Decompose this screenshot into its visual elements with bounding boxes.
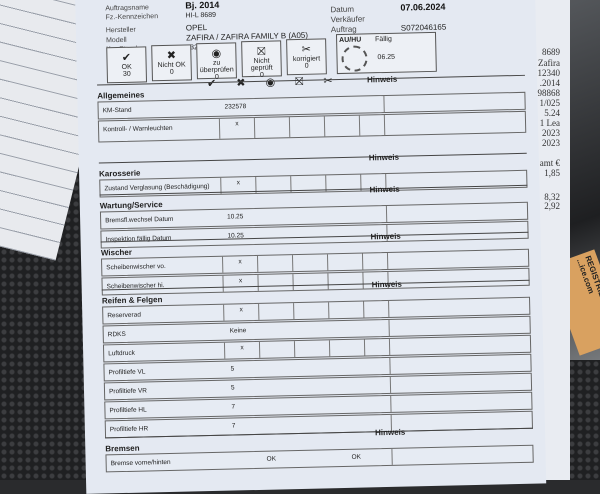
hinweis-heading: Hinweis (366, 74, 398, 85)
right-paper-text: 1,85 (544, 168, 560, 178)
summary-eye: ◉ zu überprüfen 0 (196, 42, 237, 81)
right-paper-text: 2023 (542, 128, 560, 138)
hu-badge-icon (341, 45, 368, 72)
header-right: Datum 07.06.2024 Verkäufer Auftrag S072046… (330, 1, 447, 35)
hinweis-heading: Hinweis (374, 427, 406, 438)
right-paper-text: 1/025 (539, 98, 560, 108)
row-value: OK (266, 455, 277, 463)
hinweis-heading: Hinweis (368, 152, 400, 163)
section-title: Reifen & Felgen (101, 295, 163, 306)
x-circle-icon: ✖ (236, 77, 246, 90)
hinweis-cell (391, 448, 393, 465)
datum-value: 07.06.2024 (400, 1, 446, 13)
row-value: Keine (229, 327, 247, 335)
hinweis-cell (388, 319, 390, 336)
right-paper-text: 8,32 (544, 192, 560, 202)
check-mark: x (223, 303, 259, 321)
right-paper-text: 8689 (542, 47, 560, 57)
right-paper-text: 5.24 (544, 108, 560, 118)
row-value: 7 (231, 422, 236, 430)
right-paper-text: 1 Lea (539, 118, 560, 128)
section-title: Karosserie (98, 168, 141, 179)
auftragsname-value: Bj. 2014 (185, 0, 220, 11)
summary-corrected: ✂ korrigiert 0 (286, 38, 327, 76)
check-mark: x (218, 117, 255, 139)
section-title: Wischer (100, 247, 133, 258)
au-hu-box: AU/HU Fällig 06.25 (335, 31, 437, 75)
row-value-2: OK (351, 453, 362, 461)
check-circle-icon: ✔ (121, 51, 132, 64)
eye-icon: ◉ (265, 76, 276, 89)
row-value: 232578 (224, 103, 247, 111)
hinweis-cell (389, 357, 391, 374)
inspection-form: Auftragsname Bj. 2014 Fz.-Kennzeichen HI-L… (75, 0, 547, 494)
right-paper-text: Zafira (538, 58, 560, 68)
right-paper-text: 2,92 (544, 201, 560, 211)
row-value: 5 (230, 365, 235, 373)
not-checked-icon: ⛝ (294, 75, 304, 89)
row-value: 7 (231, 403, 236, 411)
check-mark: x (222, 274, 258, 292)
summary-not-checked: ⛝ Nicht geprüft 0 (241, 40, 282, 79)
divider (98, 152, 527, 164)
row-value: 5 (230, 384, 235, 392)
right-paper-text: .2014 (539, 78, 560, 88)
hinweis-cell (389, 376, 392, 393)
hinweis-heading: Hinweis (371, 279, 403, 290)
row-value: 10.25 (227, 213, 244, 221)
right-paper-text: 2023 (542, 138, 560, 148)
check-mark: x (221, 255, 258, 273)
corrected-icon: ✂ (323, 75, 333, 88)
corrected-icon: ✂ (301, 43, 312, 56)
section-title: Bremsen (105, 443, 140, 454)
check-mark: x (223, 341, 260, 359)
hinweis-heading: Hinweis (369, 184, 400, 195)
section-title: Wartung/Service (99, 200, 163, 211)
hinweis-cell (383, 96, 385, 113)
summary-x-circle: ✖ Nicht OK 0 (151, 44, 192, 82)
not-checked-icon: ⛝ (257, 45, 266, 58)
check-circle-icon: ✔ (206, 77, 217, 91)
section-title: Allgemeines (97, 90, 145, 101)
x-circle-icon: ✖ (166, 49, 177, 62)
hinweis-cell (385, 205, 388, 222)
right-paper-text: 98868 (537, 88, 561, 98)
form-row: Bremse vorne/hinten OK OK (105, 444, 534, 473)
eye-icon: ◉ (211, 47, 222, 60)
right-paper-text: 12340 (537, 68, 561, 78)
summary-check-circle: ✔ OK 30 (106, 46, 148, 84)
hinweis-heading: Hinweis (370, 231, 401, 242)
right-paper-text: amt € (539, 158, 560, 168)
hinweis-cell (390, 395, 392, 412)
